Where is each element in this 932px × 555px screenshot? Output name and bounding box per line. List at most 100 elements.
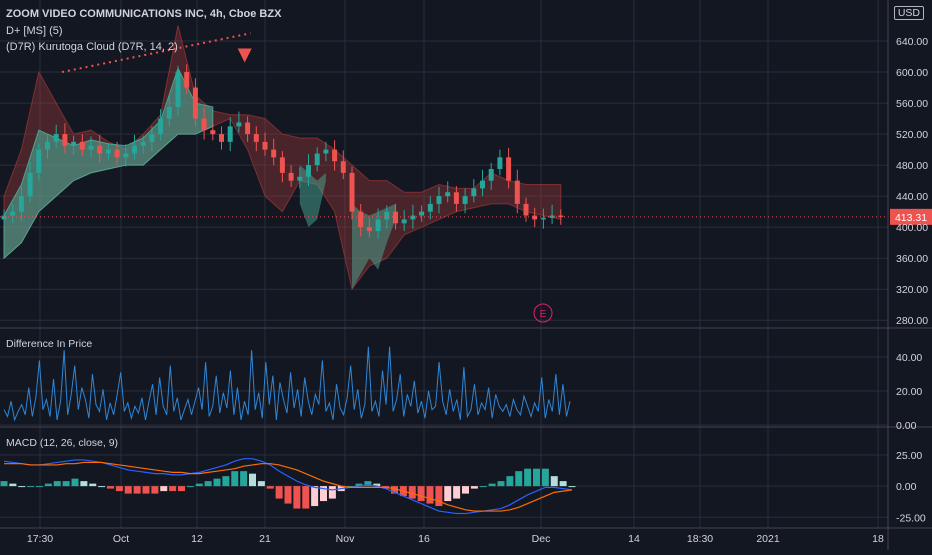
x-tick-label: 16 xyxy=(418,533,430,545)
candle-body xyxy=(149,134,155,142)
macd-histogram-bar xyxy=(391,486,398,494)
macd-pane-title[interactable]: MACD (12, 26, close, 9) xyxy=(6,437,119,449)
indicator-label-dplus[interactable]: D+ [MS] (5) xyxy=(6,25,63,37)
candle-body xyxy=(427,203,433,212)
candle-body xyxy=(279,157,285,173)
macd-histogram-bar xyxy=(204,481,212,487)
candle-body xyxy=(523,203,529,216)
macd-histogram-bar xyxy=(541,468,549,487)
macd-histogram-bar xyxy=(142,486,150,494)
candle-body xyxy=(558,215,564,218)
candle-body xyxy=(236,122,242,127)
y-tick-label-main: 640.00 xyxy=(896,36,928,48)
candle-body xyxy=(175,72,181,107)
candle-body xyxy=(340,161,346,173)
x-tick-label: 17:30 xyxy=(27,533,53,545)
last-price-tag xyxy=(890,208,932,225)
macd-histogram-bar xyxy=(302,486,310,509)
macd-histogram-bar xyxy=(27,486,35,488)
y-tick-label-diff: 20.00 xyxy=(896,386,922,398)
macd-histogram-bar xyxy=(346,486,354,488)
y-tick-label-main: 440.00 xyxy=(896,191,928,203)
candle-body xyxy=(114,149,120,158)
macd-histogram-bar xyxy=(524,468,532,487)
y-tick-label-main: 280.00 xyxy=(896,315,928,327)
x-tick-label: Dec xyxy=(532,533,551,545)
candle-body xyxy=(36,149,42,173)
macd-histogram-bar xyxy=(9,483,17,487)
macd-histogram-bar xyxy=(497,481,505,487)
macd-histogram-bar xyxy=(231,471,239,487)
chart-title: ZOOM VIDEO COMMUNICATIONS INC, 4h, Cboe … xyxy=(6,8,282,20)
candle-body xyxy=(410,215,416,220)
x-tick-label: 18:30 xyxy=(687,533,713,545)
macd-histogram-bar xyxy=(89,483,97,487)
macd-histogram-bar xyxy=(107,486,114,489)
candle-body xyxy=(314,153,320,166)
macd-histogram-bar xyxy=(462,486,469,494)
candlesticks xyxy=(1,64,564,239)
candle-body xyxy=(158,118,164,135)
macd-histogram-bar xyxy=(328,486,336,499)
y-tick-label-main: 600.00 xyxy=(896,67,928,79)
x-tick-label: 18 xyxy=(872,533,884,545)
macd-histogram-bar xyxy=(515,471,523,487)
candle-body xyxy=(419,211,425,216)
x-tick-label: 21 xyxy=(259,533,271,545)
macd-histogram-bar xyxy=(266,486,274,489)
candle-body xyxy=(497,157,503,169)
macd-histogram-bar xyxy=(222,476,230,487)
macd-histogram-bar xyxy=(444,486,452,502)
candle-body xyxy=(297,176,303,181)
candle-body xyxy=(88,145,94,150)
macd-pane xyxy=(0,458,576,515)
candle-body xyxy=(166,106,172,119)
diff-line xyxy=(3,346,571,422)
indicator-label-kurutoga[interactable]: (D7R) Kurutoga Cloud (D7R, 14, 2) xyxy=(6,41,178,53)
diff-pane-title[interactable]: Difference In Price xyxy=(6,338,93,350)
y-tick-label-diff: 40.00 xyxy=(896,352,922,364)
macd-histogram-bar xyxy=(311,486,319,507)
macd-histogram-bar xyxy=(453,486,461,499)
macd-histogram-bar xyxy=(550,476,558,487)
macd-histogram-bar xyxy=(186,486,194,488)
candle-body xyxy=(366,227,372,232)
y-tick-label-main: 400.00 xyxy=(896,222,928,234)
candle-body xyxy=(123,153,129,158)
candle-body xyxy=(27,172,33,197)
macd-histogram-bar xyxy=(417,486,425,502)
candle-body xyxy=(540,217,546,220)
macd-histogram-bar xyxy=(240,471,248,487)
earnings-marker-icon xyxy=(533,303,553,323)
candle-body xyxy=(401,219,407,224)
candle-body xyxy=(453,192,459,204)
macd-histogram-bar xyxy=(151,486,159,494)
candle-body xyxy=(18,196,24,212)
y-tick-label-main: 560.00 xyxy=(896,98,928,110)
candle-body xyxy=(62,134,68,146)
macd-histogram-bar xyxy=(293,486,301,509)
candle-body xyxy=(462,196,468,204)
candle-body xyxy=(184,72,190,88)
candle-body xyxy=(306,165,311,177)
macd-histogram-bar xyxy=(284,486,292,504)
currency-selector[interactable]: USD xyxy=(893,6,924,20)
macd-histogram-bar xyxy=(178,486,185,492)
macd-histogram-bar xyxy=(435,486,443,507)
macd-histogram-bar xyxy=(408,486,416,499)
macd-histogram-bar xyxy=(53,481,61,487)
candle-body xyxy=(201,118,207,131)
candle-body xyxy=(210,130,216,135)
macd-histogram-bar xyxy=(373,483,381,487)
macd-histogram-bar xyxy=(36,486,43,488)
macd-histogram-bar xyxy=(355,483,363,487)
candle-body xyxy=(71,141,77,146)
macd-histogram-bar xyxy=(364,481,372,487)
candle-body xyxy=(79,141,85,150)
macd-histogram-bar xyxy=(98,486,106,488)
macd-histogram-bar xyxy=(320,486,327,502)
y-tick-label-diff: 0.00 xyxy=(896,420,917,432)
macd-histogram-bar xyxy=(195,483,203,487)
